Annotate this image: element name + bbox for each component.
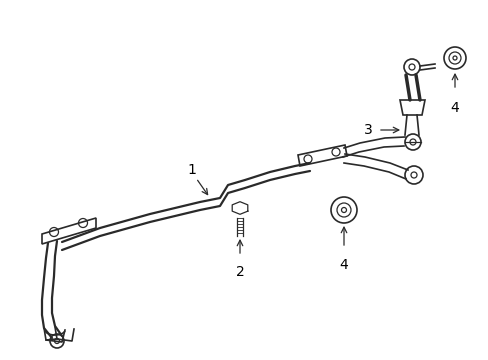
Text: 3: 3 [363,123,372,137]
Text: 1: 1 [187,163,196,177]
Text: 2: 2 [235,265,244,279]
Text: 4: 4 [450,101,458,115]
Text: 4: 4 [339,258,347,272]
